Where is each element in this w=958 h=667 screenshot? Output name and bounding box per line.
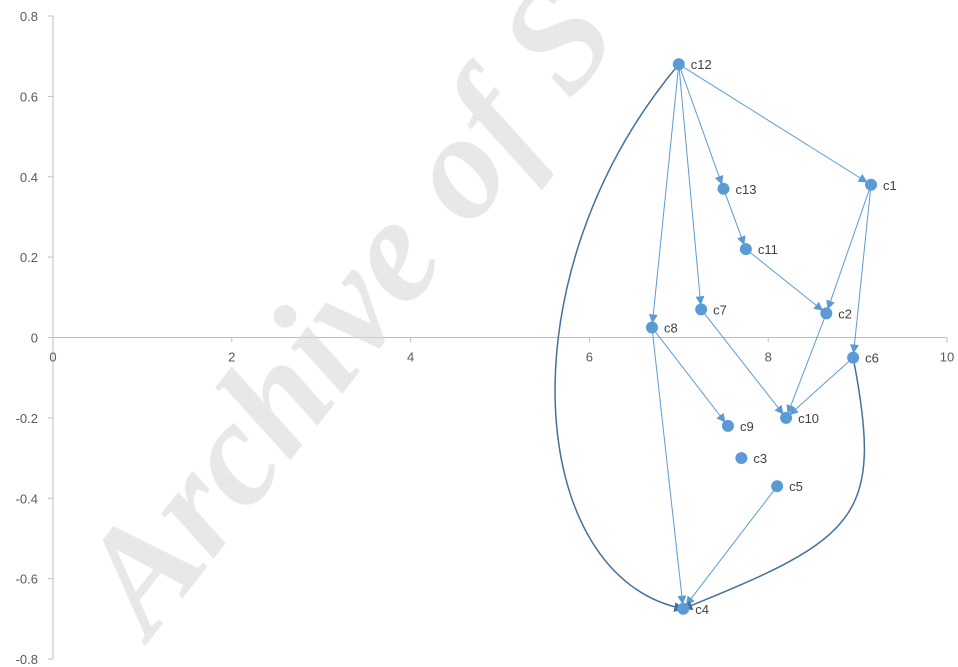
tick-labels: 0 2 4 6 8 10 -0.8 -0.6 -0.4 -0.2 0 0.2 0.4 0.6 0.8 bbox=[16, 9, 955, 667]
point-label-c7: c7 bbox=[713, 302, 727, 317]
point-c9 bbox=[721, 419, 734, 432]
edge-c7-c10 bbox=[700, 309, 784, 415]
edge-c2-c10 bbox=[786, 313, 827, 415]
edge-c6-c10 bbox=[789, 357, 854, 416]
y-tick-label: 0.6 bbox=[20, 89, 38, 104]
point-label-c3: c3 bbox=[753, 451, 767, 466]
point-label-c6: c6 bbox=[865, 351, 879, 366]
x-tick-label: 6 bbox=[586, 350, 593, 365]
point-label-c8: c8 bbox=[664, 320, 678, 335]
y-tick-label: 0.2 bbox=[20, 250, 38, 265]
y-tick-label: 0 bbox=[31, 331, 38, 346]
edge-c12-c7 bbox=[678, 64, 705, 306]
point-label-c5: c5 bbox=[789, 479, 803, 494]
axes bbox=[48, 15, 948, 660]
edge-c12-c13 bbox=[678, 64, 724, 185]
edges bbox=[554, 63, 872, 612]
edge-c1-c6 bbox=[850, 184, 872, 354]
x-tick-label: 8 bbox=[765, 350, 772, 365]
point-label-c12: c12 bbox=[691, 57, 712, 72]
point-label-c9: c9 bbox=[740, 419, 754, 434]
y-tick-label: -0.6 bbox=[16, 572, 38, 587]
point-c12 bbox=[672, 58, 685, 71]
y-tick-label: -0.2 bbox=[16, 411, 38, 426]
edge-c5-c4 bbox=[685, 485, 778, 606]
edge-c8-c4 bbox=[651, 327, 687, 605]
point-c11 bbox=[739, 243, 752, 256]
point-label-c10: c10 bbox=[798, 411, 819, 426]
y-tick-label: -0.8 bbox=[16, 652, 38, 667]
point-c4 bbox=[677, 602, 690, 615]
edge-c12-c8 bbox=[648, 64, 680, 324]
curved-edge-c6-c4 bbox=[682, 357, 866, 611]
edge-c13-c11 bbox=[723, 188, 746, 246]
point-c8 bbox=[645, 321, 658, 334]
point-c3 bbox=[735, 452, 748, 465]
edge-c8-c9 bbox=[651, 327, 726, 423]
watermark-text: Archive of S bbox=[40, 0, 648, 667]
x-tick-label: 10 bbox=[940, 350, 954, 365]
point-labels: c1 c2 c3 c4 c5 c6 c7 c8 c9 c10 c11 c12 c13 bbox=[664, 57, 897, 617]
point-c7 bbox=[695, 303, 708, 316]
point-label-c11: c11 bbox=[758, 242, 778, 257]
y-tick-label: 0.8 bbox=[20, 9, 38, 24]
point-c2 bbox=[820, 307, 833, 320]
point-c5 bbox=[771, 480, 784, 493]
point-c10 bbox=[780, 411, 793, 424]
point-label-c1: c1 bbox=[883, 178, 897, 193]
x-tick-label: 4 bbox=[407, 350, 414, 365]
edge-c1-c2 bbox=[826, 184, 872, 310]
curved-edge-c12-c4 bbox=[554, 63, 685, 612]
x-tick-label: 0 bbox=[49, 350, 56, 365]
point-label-c4: c4 bbox=[695, 602, 709, 617]
edge-c12-c1 bbox=[678, 63, 868, 183]
edge-c11-c2 bbox=[745, 248, 824, 311]
data-points bbox=[645, 58, 878, 615]
point-label-c2: c2 bbox=[838, 306, 852, 321]
point-c13 bbox=[717, 182, 730, 195]
y-tick-label: 0.4 bbox=[20, 170, 38, 185]
point-label-c13: c13 bbox=[736, 182, 757, 197]
point-c6 bbox=[847, 351, 860, 364]
point-c1 bbox=[865, 178, 878, 191]
y-tick-label: -0.4 bbox=[16, 491, 38, 506]
x-tick-label: 2 bbox=[228, 350, 235, 365]
